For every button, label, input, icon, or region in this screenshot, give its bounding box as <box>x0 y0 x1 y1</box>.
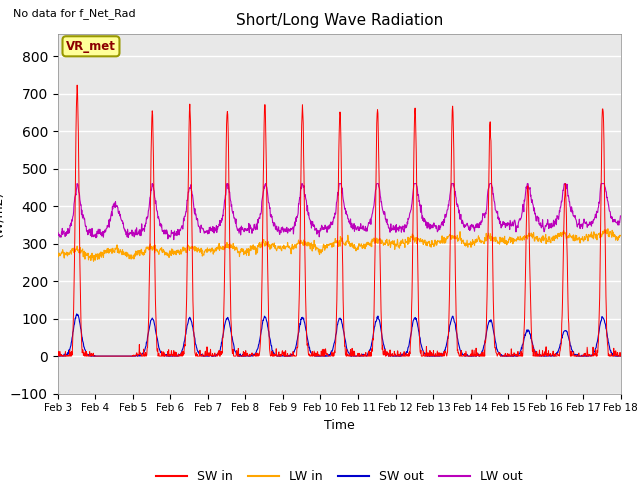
Text: No data for f_Net_Rad: No data for f_Net_Rad <box>13 8 135 19</box>
X-axis label: Time: Time <box>324 419 355 432</box>
Text: VR_met: VR_met <box>66 40 116 53</box>
Title: Short/Long Wave Radiation: Short/Long Wave Radiation <box>236 13 443 28</box>
Y-axis label: (W/m2): (W/m2) <box>0 191 4 237</box>
Legend: SW in, LW in, SW out, LW out: SW in, LW in, SW out, LW out <box>151 465 527 480</box>
